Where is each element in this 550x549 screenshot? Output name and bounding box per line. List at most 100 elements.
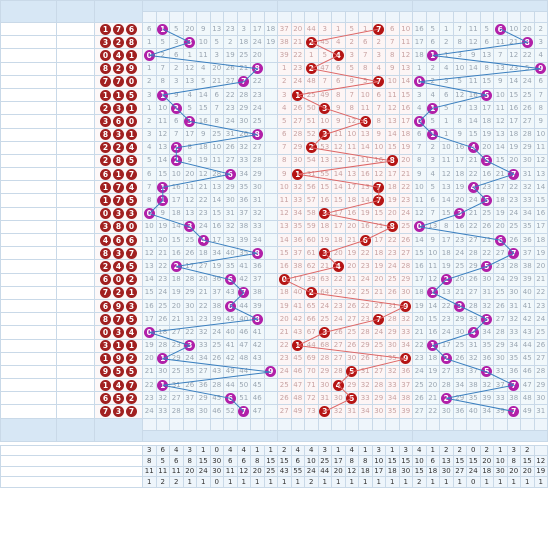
miss-value: 4: [417, 103, 422, 112]
miss-cell: 24: [452, 246, 467, 261]
draw-date: [0, 272, 57, 287]
miss-cell: 20: [331, 246, 346, 261]
miss-cell: 21: [466, 153, 481, 169]
miss-cell: 14: [169, 219, 184, 235]
miss-value: 30: [225, 196, 235, 205]
miss-cell: 9: [466, 48, 481, 63]
draw-ball: 1: [113, 89, 124, 101]
hit-ball: 7: [238, 76, 250, 88]
issue-number: [56, 259, 95, 274]
miss-value: 37: [252, 275, 262, 284]
stat-value: 1: [250, 476, 265, 488]
digit-footer: [371, 417, 386, 431]
draw-ball: 1: [126, 102, 137, 114]
miss-cell: 7: [358, 48, 373, 63]
miss-cell: 73: [304, 404, 319, 419]
miss-cell: 13: [358, 180, 373, 195]
miss-value: 33: [293, 196, 303, 205]
miss-value: 20: [495, 222, 505, 231]
miss-cell: 18: [412, 285, 427, 300]
miss-cell: 37: [209, 285, 224, 300]
miss-cell: 16: [277, 259, 292, 274]
miss-cell: 27: [398, 246, 413, 261]
miss-value: 6: [430, 37, 435, 46]
hit-ball: 7: [373, 195, 385, 207]
miss-value: 28: [495, 327, 505, 336]
hit-ball: 9: [535, 63, 547, 75]
hit-cell: 3: [182, 219, 197, 235]
miss-value: 71: [306, 380, 316, 389]
miss-cell: 31: [520, 167, 535, 182]
miss-value: 25: [252, 116, 262, 125]
stat-value: 1: [196, 444, 211, 457]
miss-cell: 28: [398, 259, 413, 274]
miss-value: 7: [538, 90, 543, 99]
miss-cell: 4: [331, 35, 346, 50]
miss-cell: 28: [493, 325, 508, 340]
miss-value: 26: [279, 393, 289, 402]
miss-cell: 19: [493, 206, 508, 221]
hit-cell: 1: [290, 87, 305, 103]
miss-cell: 3: [533, 35, 548, 50]
miss-cell: 72: [304, 391, 319, 406]
miss-cell: 43: [250, 351, 265, 366]
miss-value: 20: [333, 248, 343, 257]
miss-value: 6: [336, 77, 341, 86]
miss-cell: [263, 351, 278, 366]
miss-value: 11: [185, 182, 195, 191]
miss-cell: 2: [223, 35, 238, 50]
hit-ball: 0: [413, 221, 425, 233]
miss-value: 15: [144, 288, 154, 297]
miss-value: 12: [185, 64, 195, 73]
miss-value: 5: [444, 103, 449, 112]
miss-value: 39: [306, 275, 316, 284]
digit-header: [182, 11, 197, 23]
miss-value: 23: [333, 301, 343, 310]
draw-ball: 4: [113, 260, 124, 272]
stat-value: 30: [493, 465, 508, 478]
miss-value: 24: [333, 314, 343, 323]
miss-cell: 15: [317, 180, 332, 195]
stat-label: [0, 455, 143, 467]
miss-cell: 24: [533, 312, 548, 327]
miss-value: 22: [468, 169, 478, 178]
miss-cell: 36: [196, 378, 211, 393]
miss-value: 11: [536, 143, 546, 152]
draw-ball: 2: [113, 142, 124, 154]
draw-ball: 8: [113, 155, 124, 167]
miss-value: 15: [536, 196, 546, 205]
miss-value: 15: [441, 209, 451, 218]
digit-footer: [358, 417, 373, 431]
miss-value: 66: [306, 314, 316, 323]
miss-cell: 31: [385, 298, 400, 314]
miss-cell: 24: [223, 114, 238, 129]
draw-date: [0, 35, 57, 50]
miss-value: 18: [347, 196, 357, 205]
miss-value: 4: [538, 50, 543, 59]
miss-value: 35: [225, 261, 235, 270]
miss-value: 31: [306, 169, 316, 178]
miss-value: 4: [444, 64, 449, 73]
miss-cell: 7: [452, 101, 467, 116]
miss-value: 10: [320, 116, 330, 125]
miss-value: 22: [509, 182, 519, 191]
miss-value: 2: [160, 50, 165, 59]
miss-value: 9: [390, 64, 395, 73]
miss-cell: 39: [277, 48, 292, 63]
miss-cell: 12: [277, 206, 292, 221]
miss-cell: 26: [331, 325, 346, 340]
miss-value: 31: [468, 341, 478, 350]
miss-cell: 13: [155, 140, 170, 155]
miss-value: 27: [333, 354, 343, 363]
miss-cell: 5: [196, 74, 211, 89]
miss-value: 33: [252, 222, 262, 231]
miss-value: 17: [333, 222, 343, 231]
miss-value: 14: [279, 235, 289, 244]
miss-cell: 8: [182, 140, 197, 155]
miss-value: 23: [225, 103, 235, 112]
miss-cell: 36: [250, 259, 265, 274]
miss-cell: 46: [290, 364, 305, 380]
miss-cell: 35: [506, 351, 521, 366]
miss-value: 30: [374, 407, 384, 416]
miss-cell: [263, 167, 278, 182]
